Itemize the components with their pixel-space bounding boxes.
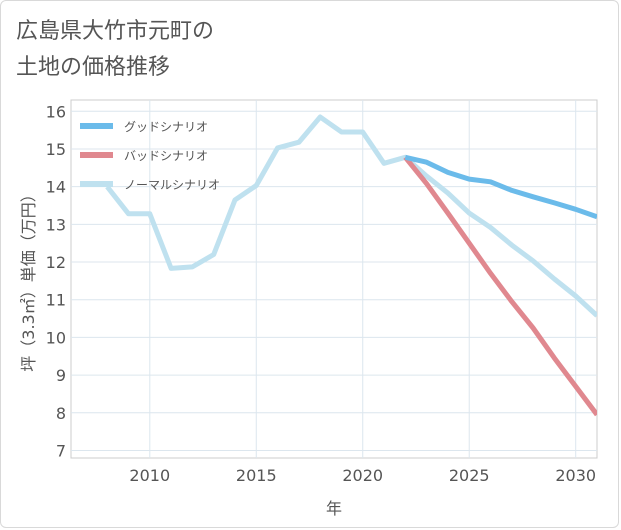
y-tick-label: 16 bbox=[46, 102, 66, 121]
legend-label-1: グッドシナリオ bbox=[124, 120, 208, 134]
legend-label-2: バッドシナリオ bbox=[124, 149, 208, 163]
y-axis-title: 坪（3.3㎡）単価（万円） bbox=[19, 186, 38, 371]
y-tick-label: 9 bbox=[56, 366, 66, 385]
x-tick-label: 2020 bbox=[342, 466, 383, 485]
x-tick-label: 2025 bbox=[449, 466, 490, 485]
series-line-3 bbox=[105, 114, 597, 318]
plot-area bbox=[70, 99, 598, 459]
x-tick-label: 2010 bbox=[129, 466, 170, 485]
series-line-2 bbox=[403, 155, 597, 417]
y-tick-label: 11 bbox=[46, 291, 66, 310]
y-tick-labels: 7 8 9 10 11 12 13 14 15 16 bbox=[46, 102, 66, 460]
grid-lines bbox=[71, 100, 597, 458]
title-line-2: 土地の価格推移 bbox=[16, 55, 171, 80]
y-tick-label: 13 bbox=[46, 215, 66, 234]
legend-label-3: ノーマルシナリオ bbox=[124, 178, 220, 192]
y-tick-label: 7 bbox=[56, 441, 66, 460]
title-line-1: 広島県大竹市元町の bbox=[16, 19, 215, 44]
x-tick-label: 2030 bbox=[555, 466, 596, 485]
x-axis-title: 年 bbox=[326, 499, 342, 518]
series-line-1 bbox=[404, 154, 597, 220]
x-tick-labels: 2010 2015 2020 2025 2030 bbox=[129, 466, 596, 485]
y-tick-label: 12 bbox=[46, 253, 66, 272]
y-tick-label: 15 bbox=[46, 140, 66, 159]
series-lines bbox=[105, 114, 597, 417]
y-tick-label: 8 bbox=[56, 404, 66, 423]
x-tick-label: 2015 bbox=[236, 466, 277, 485]
y-tick-label: 14 bbox=[46, 178, 66, 197]
y-tick-label: 10 bbox=[46, 328, 66, 347]
chart-title: 広島県大竹市元町の 土地の価格推移 bbox=[16, 14, 214, 86]
